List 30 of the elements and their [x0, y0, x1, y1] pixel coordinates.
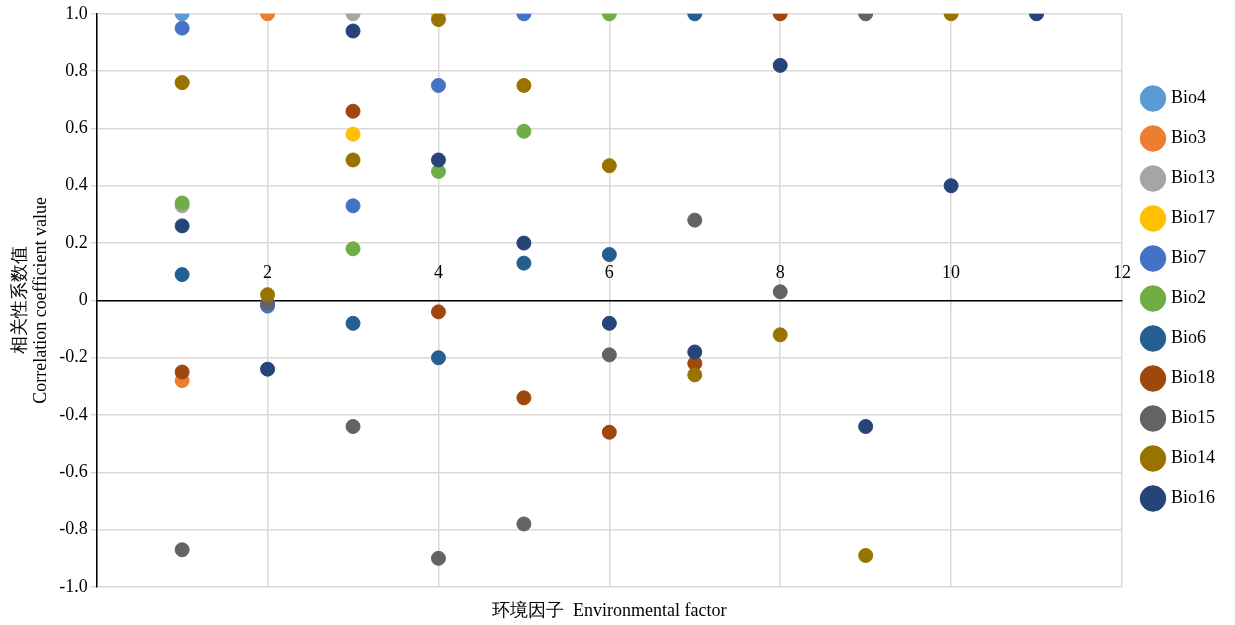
y-tick-label: -1.0	[59, 575, 88, 596]
x-tick-label: 6	[604, 261, 614, 282]
y-tick-label: 0.6	[65, 117, 88, 138]
y-tick-label: -0.8	[59, 518, 88, 539]
y-tick-label: 0.2	[65, 231, 88, 252]
legend-label: Bio15	[1170, 407, 1216, 428]
x-tick-label: 4	[433, 261, 443, 282]
legend-label: Bio6	[1170, 327, 1207, 348]
legend-label: Bio16	[1170, 487, 1216, 508]
x-tick-label: 8	[775, 261, 785, 282]
x-tick-label: 2	[263, 261, 273, 282]
legend-label: Bio18	[1170, 367, 1216, 388]
y-tick-label: -0.2	[59, 346, 88, 367]
legend-label: Bio14	[1170, 447, 1216, 468]
legend-label: Bio17	[1170, 207, 1216, 228]
y-tick-label: 0	[78, 289, 88, 310]
legend-label: Bio4	[1170, 87, 1207, 108]
x-tick-label: 10	[942, 261, 961, 282]
y-tick-label: 1.0	[65, 2, 88, 23]
y-axis-title: 相关性系数值 Correlation coefficient value	[8, 197, 51, 404]
y-tick-label: 0.4	[65, 174, 88, 195]
y-tick-label: 0.8	[65, 59, 88, 80]
legend-label: Bio7	[1170, 247, 1207, 268]
legend-label: Bio13	[1170, 167, 1216, 188]
legend-label: Bio3	[1170, 127, 1207, 148]
legend-label: Bio2	[1170, 287, 1207, 308]
y-tick-label: -0.6	[59, 461, 88, 482]
x-axis-title: 环境因子 Environmental factor	[492, 599, 727, 620]
y-tick-label: -0.4	[59, 403, 88, 424]
x-tick-label: 12	[1112, 261, 1131, 282]
